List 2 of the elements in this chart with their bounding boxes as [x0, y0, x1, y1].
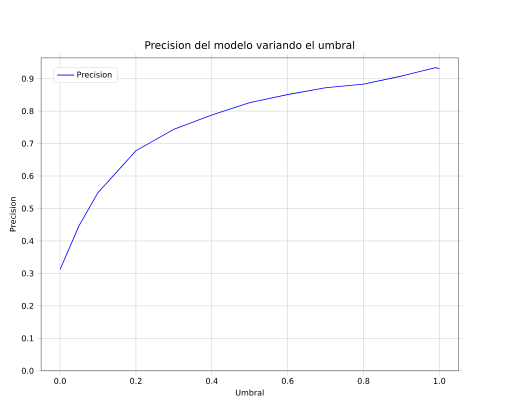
line-series	[60, 67, 440, 270]
chart-title: Precision del modelo variando el umbral	[145, 40, 354, 49]
